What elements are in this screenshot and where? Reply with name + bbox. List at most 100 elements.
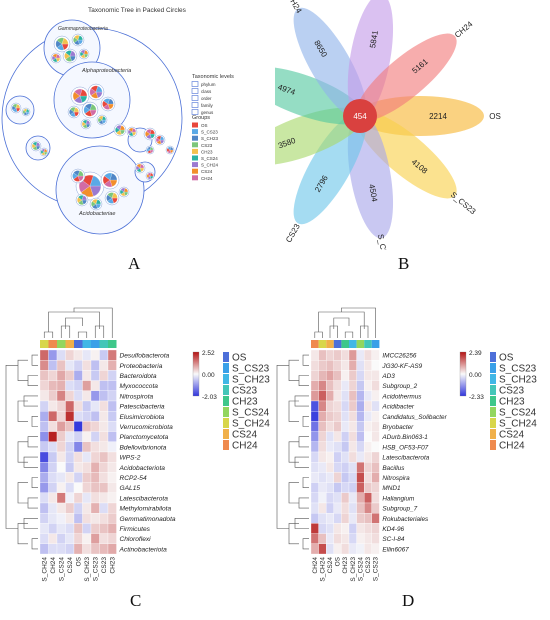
- heatmap-cell: [326, 421, 334, 432]
- heatmap-cell: [333, 523, 342, 534]
- heatmap-cell: [107, 513, 117, 524]
- row-label: KD4-96: [382, 526, 404, 533]
- heatmap-cell: [82, 411, 92, 422]
- heatmap-cell: [56, 462, 66, 473]
- heatmap-cell: [371, 431, 380, 442]
- column-label: CH23: [342, 557, 349, 574]
- legend-group-label: CS23: [201, 143, 213, 148]
- label-acidobacteriae: Acidobacteriae: [78, 211, 115, 217]
- heatmap-cell: [364, 380, 372, 391]
- row-label: Rokubacteriales: [382, 516, 429, 523]
- row-label: GAL15: [120, 485, 141, 492]
- taxon-pie-slice: [83, 50, 89, 55]
- heatmap-cell: [310, 390, 319, 402]
- heatmap-cell: [107, 400, 117, 412]
- heatmap-cell: [310, 411, 319, 422]
- dendro-branch: [27, 375, 38, 386]
- heatmap-cell: [48, 451, 58, 463]
- row-label: JG30-KF-AS9: [381, 363, 422, 370]
- heatmap-cell: [39, 431, 49, 442]
- heatmap-cell: [99, 513, 109, 524]
- center-circle: [343, 99, 377, 133]
- heatmap-cell: [90, 492, 100, 504]
- heatmap-cell: [107, 543, 117, 555]
- heatmap-cell: [364, 533, 372, 544]
- row-label: Proteobacteria: [120, 363, 163, 370]
- taxon-pie-slice: [95, 85, 103, 93]
- heatmap-cell: [39, 533, 49, 544]
- row-label: Acidothermus: [381, 393, 422, 400]
- heatmap-cell: [333, 482, 342, 493]
- taxon-pie-slice: [131, 128, 137, 133]
- column-label: CH23: [109, 557, 116, 574]
- color-scale-label: 0.00: [202, 372, 215, 379]
- taxon-pie-slice: [55, 54, 61, 59]
- heatmap-cell: [333, 502, 342, 514]
- heatmap-cell: [326, 533, 334, 544]
- heatmap-cell: [341, 482, 350, 493]
- dendro-branch: [17, 400, 28, 422]
- heatmap-cell: [310, 533, 319, 544]
- packed-legend: Taxonomic levels Groups phylum class order…: [191, 74, 234, 181]
- heatmap-cell: [107, 441, 117, 453]
- dendro-branch: [288, 523, 299, 545]
- heatmap-cell: [333, 360, 342, 371]
- heatmap-cell: [107, 360, 117, 371]
- heatmap-cell: [56, 360, 66, 371]
- heatmap-cell: [348, 472, 357, 483]
- dendro-branch: [48, 311, 100, 332]
- heatmap-cell: [364, 492, 372, 504]
- heatmap-cell: [99, 349, 109, 361]
- taxon-pie-slice: [119, 125, 125, 131]
- heatmap-cell: [318, 472, 327, 483]
- heatmap-cell: [333, 421, 342, 432]
- column-group-cell: [74, 340, 83, 348]
- heatmap-cell: [39, 462, 49, 473]
- heatmap-cell: [73, 543, 83, 555]
- heatmap-cell: [310, 523, 319, 534]
- dendro-branch: [17, 523, 28, 545]
- dendro-branch: [31, 354, 38, 366]
- heatmap-cell: [333, 380, 342, 391]
- legend-group-swatch: [192, 122, 198, 128]
- heatmap-cell: [348, 543, 357, 555]
- heatmap-cell: [82, 370, 92, 381]
- column-label: OS: [75, 556, 82, 566]
- heatmap-cell: [371, 370, 380, 381]
- taxon-pie-slice: [35, 142, 41, 147]
- heatmap-cell: [333, 533, 342, 544]
- heatmap-cell: [65, 360, 75, 371]
- dendro-branch: [298, 497, 309, 509]
- heatmap-cell: [90, 462, 100, 473]
- color-scale-label: -2.03: [202, 394, 217, 401]
- row-label: Candidatus_Solibacter: [382, 414, 447, 421]
- heatmap-cell: [99, 431, 109, 442]
- heatmap-cell: [310, 400, 319, 412]
- column-group-cell: [318, 340, 327, 348]
- heatmap-cell: [90, 513, 100, 524]
- dendro-branch: [17, 441, 28, 463]
- label-gammaproteobacteria: Gammaproteobacteria: [58, 26, 108, 32]
- column-label: S_CS23: [92, 557, 99, 582]
- dendro-branch: [77, 331, 88, 338]
- heatmap-cell: [371, 523, 380, 534]
- row-label: Actinobacteriota: [119, 546, 168, 553]
- heatmap-cell: [310, 462, 319, 473]
- dendro-branch: [5, 365, 18, 529]
- heatmap-cell: [82, 360, 92, 371]
- heatmap-cell: [341, 492, 350, 504]
- heatmap-cell: [107, 502, 117, 514]
- heatmap-cell: [318, 492, 327, 504]
- row-label: Chloroflexi: [120, 536, 152, 543]
- dendro-branch: [344, 331, 354, 338]
- heatmap-cell: [371, 513, 380, 524]
- petal: [293, 111, 367, 225]
- heatmap-cell: [99, 360, 109, 371]
- heatmap-cell: [371, 441, 380, 453]
- heatmap-cell: [310, 482, 319, 493]
- row-label: Bacteroidota: [120, 373, 157, 380]
- panel-letter-a: A: [128, 254, 141, 273]
- heatmap-cell: [341, 421, 350, 432]
- heatmap-cell: [56, 543, 66, 555]
- heatmap-cell: [65, 543, 75, 555]
